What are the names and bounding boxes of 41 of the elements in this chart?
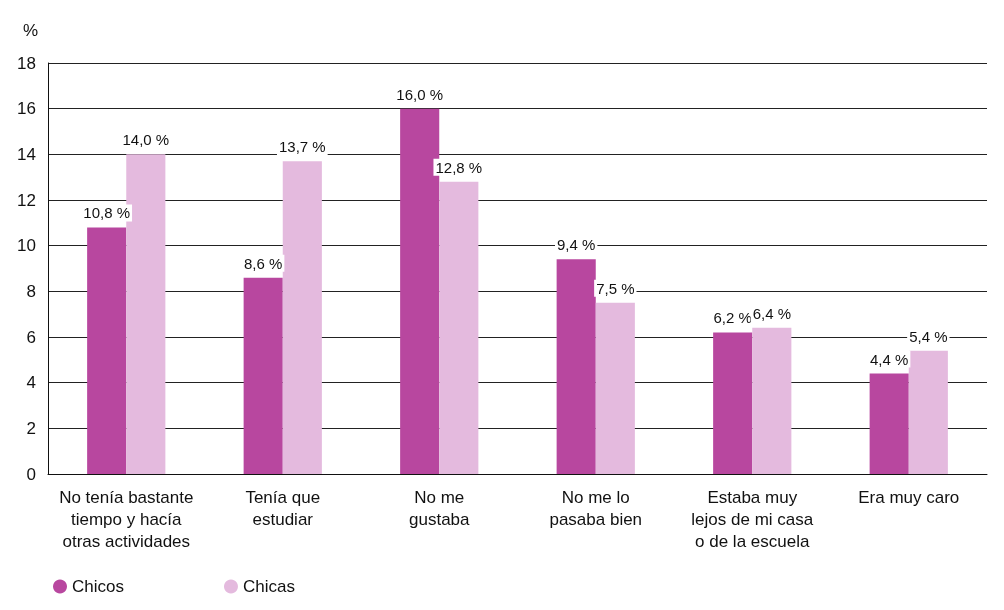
x-tick-label: No me gustaba [409, 487, 471, 529]
y-tick-label: 4 [26, 373, 36, 393]
bar [556, 259, 596, 474]
data-label: 4,4 % [870, 350, 909, 368]
y-tick-label: 8 [26, 281, 36, 301]
bar [908, 350, 948, 474]
y-tick-label: 12 [17, 190, 36, 210]
y-tick-label: 18 [17, 53, 36, 73]
data-label: 6,4 % [752, 304, 791, 322]
y-tick-label: 10 [17, 236, 36, 256]
bar [752, 327, 792, 474]
data-label: 13,7 % [278, 138, 326, 156]
data-label: 8,6 % [244, 254, 283, 272]
x-tick-label: No me lo pasaba bien [549, 487, 643, 529]
x-tick-label: Estaba muy lejos de mi casa o de la escuela [691, 487, 814, 551]
data-label: 16,0 % [396, 85, 444, 103]
bar [243, 277, 283, 474]
bar [713, 332, 753, 474]
y-tick-label: 0 [26, 464, 36, 484]
data-label: 6,2 % [713, 309, 752, 327]
data-label: 5,4 % [909, 327, 948, 345]
data-label: 10,8 % [83, 204, 131, 222]
bar [595, 302, 635, 474]
x-tick-label: No tenía bastante tiempo y hacía otras actividades [59, 487, 194, 551]
y-tick-label: 2 [26, 418, 36, 438]
y-tick-label: 16 [17, 99, 36, 119]
legend-label: Chicas [242, 577, 295, 596]
data-label: 9,4 % [557, 236, 596, 254]
bar [87, 227, 127, 474]
y-tick-label: 14 [17, 144, 36, 164]
y-axis-title: % [22, 21, 38, 40]
legend-label: Chicos [72, 577, 124, 596]
x-tick-label: Era muy caro [858, 487, 960, 507]
data-label: 7,5 % [596, 279, 635, 297]
data-label: 12,8 % [435, 158, 483, 176]
bar [439, 181, 479, 474]
bar [869, 373, 909, 474]
y-tick-label: 6 [26, 327, 36, 347]
bar [282, 161, 322, 474]
data-label: 14,0 % [122, 131, 170, 149]
x-tick-label: Tenía que estudiar [245, 487, 321, 529]
